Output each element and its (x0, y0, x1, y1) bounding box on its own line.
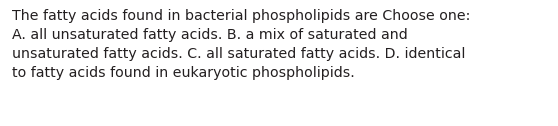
Text: The fatty acids found in bacterial phospholipids are Choose one:
A. all unsatura: The fatty acids found in bacterial phosp… (12, 9, 470, 80)
